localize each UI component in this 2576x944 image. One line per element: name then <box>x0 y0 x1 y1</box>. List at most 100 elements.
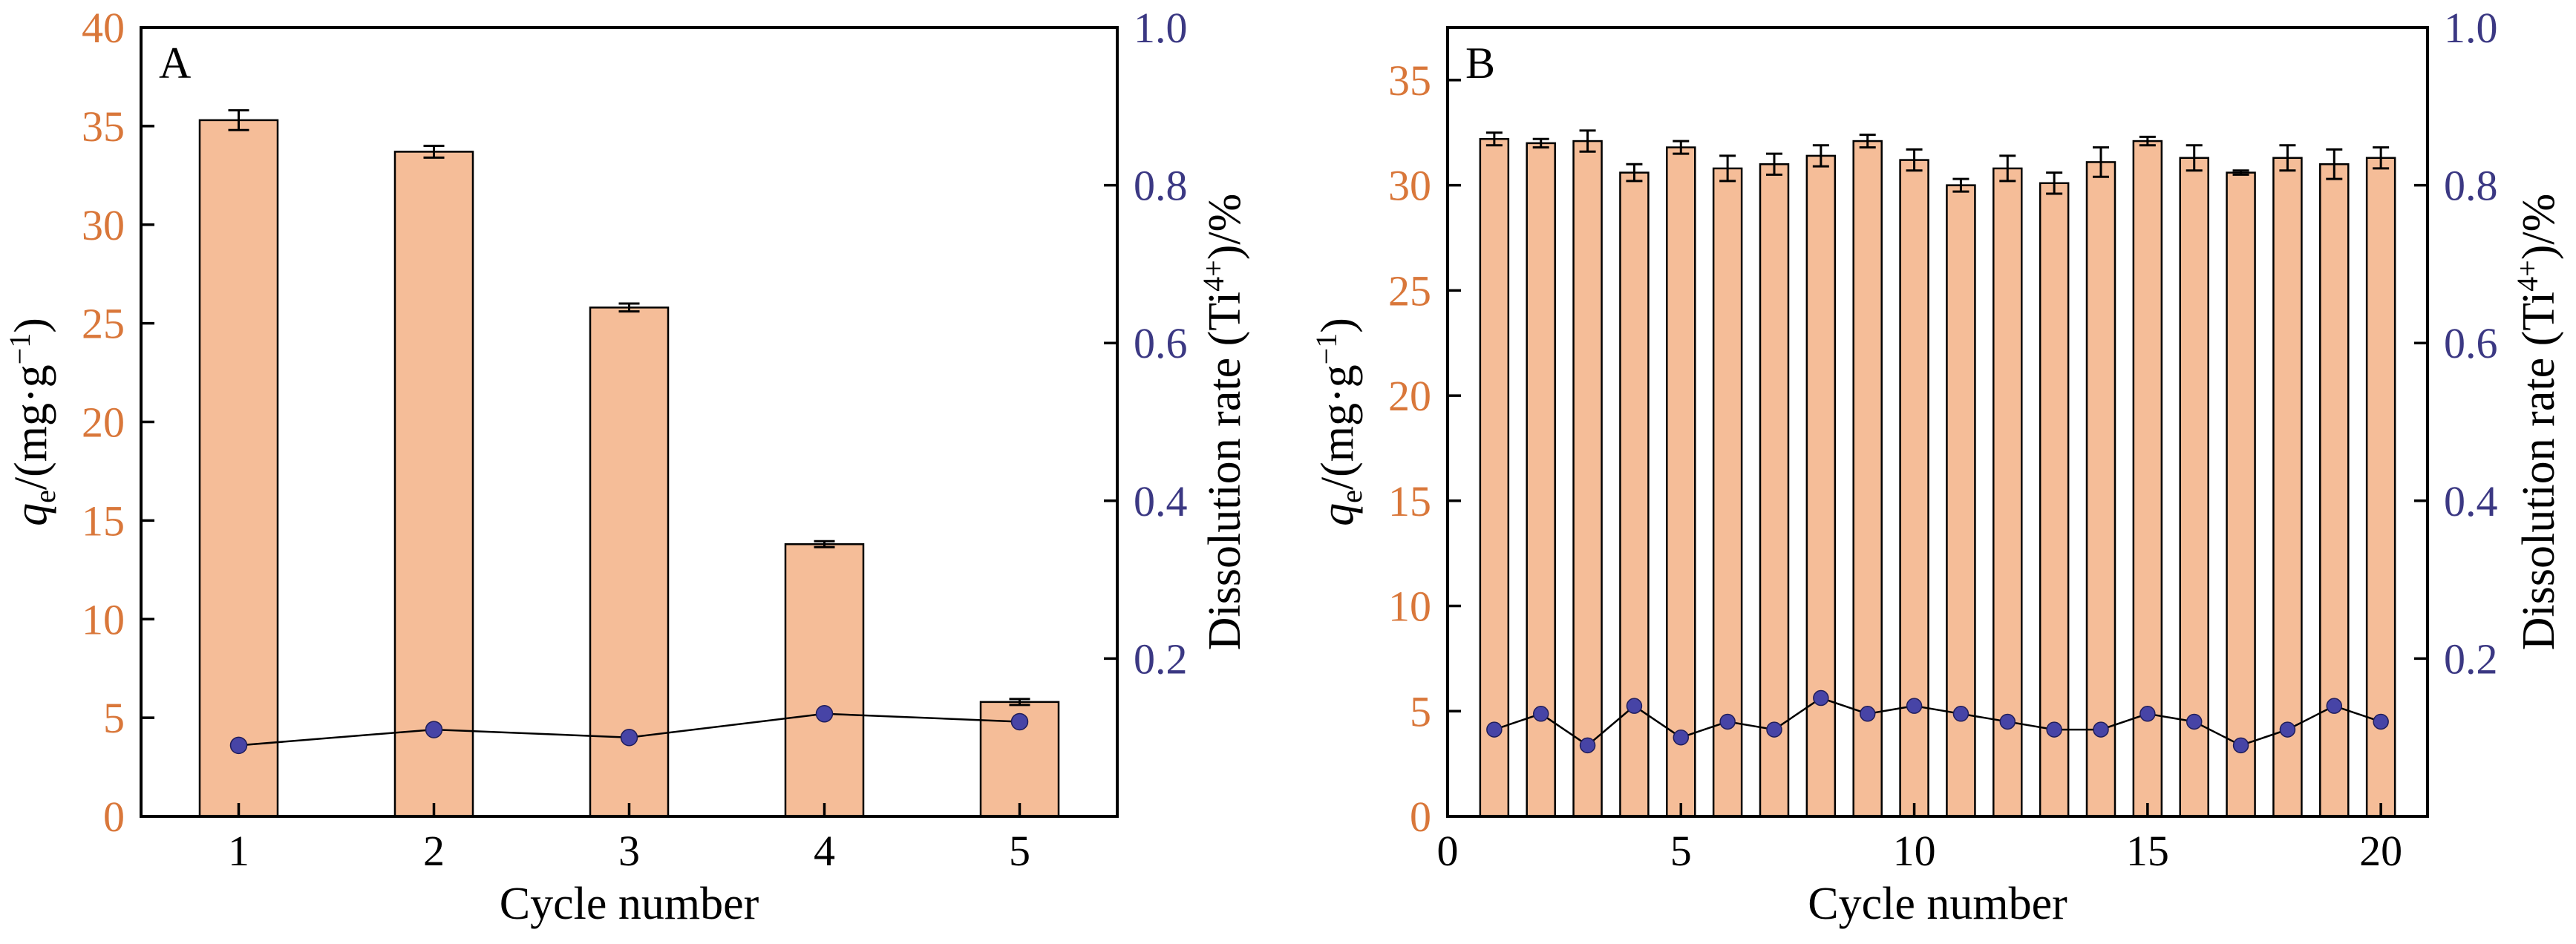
left-tick-label: 0 <box>103 793 125 841</box>
dissolution-point <box>1486 721 1503 738</box>
dissolution-point <box>1579 737 1596 754</box>
dissolution-point <box>815 705 834 723</box>
bar <box>1899 159 1929 818</box>
right-title-sup: 4+ <box>1197 260 1230 292</box>
left-axis-ticks: 0 5 10 15 20 25 30 35 40 <box>82 4 154 841</box>
dissolution-point <box>2139 706 2156 722</box>
bar <box>1759 163 1790 818</box>
left-tick-label: 20 <box>82 399 125 447</box>
left-tick-label: 0 <box>1410 793 1431 841</box>
left-tick-label: 40 <box>82 4 125 52</box>
x-axis-ticks: 0 5 10 15 20 <box>1437 803 2402 875</box>
chart-panel-a: 0 5 10 15 20 25 30 35 40 0.2 0.4 0.6 0.8 1.0 1 2 3 4 5 A Cyc… <box>3 4 1250 929</box>
left-title-sub: e <box>1335 490 1368 503</box>
right-tick-label: 1.0 <box>1134 4 1188 52</box>
panel-label: B <box>1465 39 1495 88</box>
right-title-main: Dissolution rate (Ti <box>1200 292 1250 650</box>
right-title-close: )/% <box>1200 194 1250 260</box>
left-tick-label: 30 <box>82 201 125 249</box>
bar <box>1619 171 1650 818</box>
dissolution-point <box>1532 706 1549 722</box>
x-tick-label: 20 <box>2359 827 2402 875</box>
left-tick-label: 30 <box>1388 162 1431 210</box>
bar <box>2272 157 2303 818</box>
dissolution-point <box>1999 713 2016 730</box>
x-tick-label: 4 <box>814 827 835 875</box>
dissolution-point <box>1813 689 1829 707</box>
dissolution-points <box>1486 689 2389 754</box>
dissolution-point <box>1906 698 1923 714</box>
dissolution-point <box>2326 698 2343 714</box>
x-tick-label: 1 <box>228 827 249 875</box>
bar-series <box>198 119 1060 818</box>
chart-panel-b: 0 5 10 15 20 25 30 35 0.2 0.4 0.6 0.8 1.0 0 5 10 15 20 B Cy… <box>1310 4 2564 929</box>
left-tick-label: 5 <box>103 694 125 742</box>
right-title-main: Dissolution rate (Ti <box>2514 292 2564 650</box>
left-axis-ticks: 0 5 10 15 20 25 30 35 <box>1388 56 1461 841</box>
left-tick-label: 5 <box>1410 687 1431 735</box>
dissolution-points <box>229 705 1029 755</box>
x-tick-label: 5 <box>1009 827 1030 875</box>
right-tick-label: 0.2 <box>1134 635 1188 683</box>
x-tick-label: 15 <box>2126 827 2169 875</box>
bar <box>393 151 474 818</box>
x-tick-label: 0 <box>1437 827 1459 875</box>
left-tick-label: 15 <box>82 496 125 545</box>
left-axis-title: qe/(mg·g−1) <box>3 318 62 526</box>
left-tick-label: 10 <box>1388 583 1431 631</box>
bar <box>2085 161 2116 818</box>
right-title-sup: 4+ <box>2511 260 2544 292</box>
left-tick-label: 10 <box>82 595 125 643</box>
left-title-sub: e <box>28 490 62 503</box>
dissolution-point <box>2186 713 2203 730</box>
left-title-rest: /(mg·g <box>6 364 56 490</box>
dissolution-point <box>1952 706 1969 722</box>
left-title-q: q <box>1312 503 1363 526</box>
dissolution-point <box>1719 713 1736 730</box>
right-tick-label: 1.0 <box>2444 4 2498 52</box>
bar-series <box>1479 137 2396 818</box>
right-title-close: )/% <box>2514 194 2564 260</box>
left-tick-label: 35 <box>1388 56 1431 105</box>
dissolution-point <box>229 736 248 755</box>
right-tick-label: 0.4 <box>1134 477 1188 525</box>
left-title-sup: −1 <box>1310 333 1343 365</box>
error-bars <box>1485 129 2390 195</box>
bar <box>2179 157 2209 818</box>
right-axis-ticks: 0.2 0.4 0.6 0.8 1.0 <box>1104 4 1188 683</box>
left-title-close: ) <box>6 318 56 333</box>
right-tick-label: 0.2 <box>2444 635 2498 683</box>
right-axis-ticks: 0.2 0.4 0.6 0.8 1.0 <box>2414 4 2498 683</box>
right-tick-label: 0.8 <box>2444 162 2498 210</box>
right-tick-label: 0.6 <box>1134 319 1188 367</box>
x-axis-title: Cycle number <box>500 879 759 929</box>
dissolution-point <box>1766 721 1782 738</box>
dissolution-line <box>1494 697 2382 747</box>
dissolution-point <box>1626 698 1643 714</box>
dissolution-point <box>1859 706 1876 722</box>
x-tick-label: 10 <box>1893 827 1936 875</box>
right-axis-title: Dissolution rate (Ti4+)/% <box>2511 194 2564 651</box>
left-title-sup: −1 <box>3 333 36 365</box>
dissolution-point <box>1673 729 1690 746</box>
x-axis-ticks: 1 2 3 4 5 <box>228 803 1030 875</box>
x-tick-label: 2 <box>423 827 445 875</box>
right-tick-label: 0.4 <box>2444 477 2498 525</box>
left-tick-label: 25 <box>82 300 125 348</box>
left-axis-title: qe/(mg·g−1) <box>1310 318 1368 526</box>
panel-label: A <box>159 39 191 88</box>
dissolution-point <box>425 721 443 738</box>
left-title-rest: /(mg·g <box>1312 364 1363 490</box>
dissolution-point <box>2279 721 2296 738</box>
bar <box>1805 154 1837 818</box>
right-axis-title: Dissolution rate (Ti4+)/% <box>1197 194 1250 651</box>
right-tick-label: 0.8 <box>1134 162 1188 210</box>
left-tick-label: 25 <box>1388 266 1431 315</box>
right-tick-label: 0.6 <box>2444 319 2498 367</box>
left-title-q: q <box>6 503 56 526</box>
dissolution-point <box>2046 721 2062 738</box>
bar <box>2319 163 2350 818</box>
bar <box>784 543 865 818</box>
